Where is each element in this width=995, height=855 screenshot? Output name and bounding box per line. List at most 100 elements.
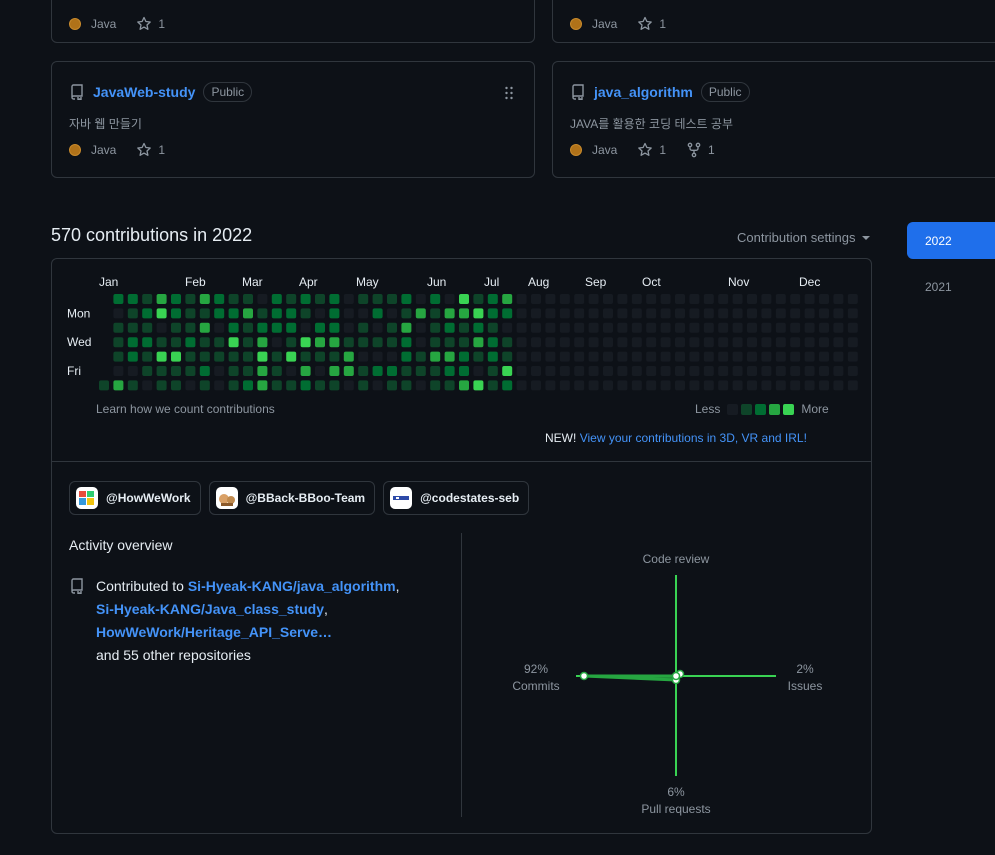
contribution-day-cell[interactable] (819, 322, 829, 333)
contribution-day-cell[interactable] (243, 366, 253, 376)
contribution-day-cell[interactable] (775, 322, 786, 333)
contribution-day-cell[interactable] (214, 337, 225, 348)
contribution-day-cell[interactable] (271, 308, 282, 319)
contribution-day-cell[interactable] (617, 337, 628, 348)
contribution-day-cell[interactable] (487, 294, 498, 304)
contribution-day-cell[interactable] (199, 322, 210, 333)
contribution-day-cell[interactable] (502, 294, 513, 304)
contribution-day-cell[interactable] (502, 351, 513, 362)
contribution-day-cell[interactable] (847, 351, 858, 362)
contribution-day-cell[interactable] (473, 366, 484, 376)
contribution-day-cell[interactable] (531, 308, 541, 319)
contribution-day-cell[interactable] (531, 294, 541, 304)
contribution-day-cell[interactable] (243, 294, 253, 304)
contribution-day-cell[interactable] (617, 380, 628, 391)
contribution-day-cell[interactable] (243, 380, 253, 391)
stars-link[interactable]: 1 (637, 142, 666, 158)
contribution-day-cell[interactable] (171, 337, 181, 348)
drag-handle-icon[interactable] (504, 86, 514, 100)
contribution-day-cell[interactable] (343, 337, 354, 348)
contribution-day-cell[interactable] (775, 366, 786, 376)
contribution-day-cell[interactable] (675, 322, 685, 333)
contribution-day-cell[interactable] (847, 308, 858, 319)
contribution-day-cell[interactable] (675, 294, 685, 304)
contribution-day-cell[interactable] (257, 294, 268, 304)
contribution-day-cell[interactable] (819, 380, 829, 391)
contribution-day-cell[interactable] (156, 366, 167, 376)
contribution-day-cell[interactable] (761, 366, 772, 376)
contribution-day-cell[interactable] (329, 366, 340, 376)
contribution-day-cell[interactable] (545, 366, 556, 376)
contribution-day-cell[interactable] (559, 351, 570, 362)
contribution-day-cell[interactable] (444, 351, 455, 362)
contribution-day-cell[interactable] (243, 337, 253, 348)
contribution-day-cell[interactable] (747, 294, 757, 304)
contribution-day-cell[interactable] (747, 380, 757, 391)
contribution-day-cell[interactable] (415, 366, 426, 376)
stars-link[interactable]: 1 (136, 142, 165, 158)
contribution-day-cell[interactable] (185, 366, 196, 376)
contribution-day-cell[interactable] (703, 337, 714, 348)
contribution-day-cell[interactable] (171, 351, 181, 362)
contribution-day-cell[interactable] (300, 366, 311, 376)
contribution-day-cell[interactable] (689, 322, 700, 333)
contribution-day-cell[interactable] (516, 308, 527, 319)
contribution-day-cell[interactable] (415, 294, 426, 304)
contribution-day-cell[interactable] (372, 351, 383, 362)
contribution-day-cell[interactable] (127, 322, 138, 333)
contribution-day-cell[interactable] (430, 366, 441, 376)
contribution-day-cell[interactable] (228, 294, 239, 304)
contribution-day-cell[interactable] (228, 322, 239, 333)
contribution-day-cell[interactable] (502, 366, 513, 376)
contribution-day-cell[interactable] (415, 380, 426, 391)
contribution-day-cell[interactable] (833, 294, 844, 304)
contribution-day-cell[interactable] (675, 337, 685, 348)
contribution-day-cell[interactable] (358, 294, 369, 304)
contribution-day-cell[interactable] (574, 294, 585, 304)
contribution-day-cell[interactable] (243, 322, 253, 333)
forks-link[interactable]: 1 (686, 142, 715, 158)
contribution-day-cell[interactable] (127, 366, 138, 376)
contribution-day-cell[interactable] (171, 294, 181, 304)
contribution-day-cell[interactable] (631, 322, 642, 333)
contribution-day-cell[interactable] (444, 308, 455, 319)
contribution-day-cell[interactable] (660, 351, 671, 362)
contribution-day-cell[interactable] (315, 337, 325, 348)
contribution-day-cell[interactable] (315, 308, 325, 319)
contribution-day-cell[interactable] (142, 366, 153, 376)
contribution-day-cell[interactable] (545, 294, 556, 304)
contribution-day-cell[interactable] (603, 308, 613, 319)
contribution-day-cell[interactable] (732, 337, 743, 348)
contribution-day-cell[interactable] (660, 337, 671, 348)
contribution-day-cell[interactable] (127, 308, 138, 319)
contribution-day-cell[interactable] (271, 351, 282, 362)
contribution-day-cell[interactable] (156, 322, 167, 333)
contribution-day-cell[interactable] (358, 308, 369, 319)
contribution-day-cell[interactable] (156, 337, 167, 348)
contribution-day-cell[interactable] (199, 351, 210, 362)
contribution-day-cell[interactable] (156, 351, 167, 362)
contribution-day-cell[interactable] (545, 351, 556, 362)
contribution-day-cell[interactable] (703, 380, 714, 391)
contribution-day-cell[interactable] (790, 308, 801, 319)
contribution-day-cell[interactable] (171, 308, 181, 319)
contribution-day-cell[interactable] (286, 351, 297, 362)
repo-name-link[interactable]: JavaWeb-study (93, 84, 196, 100)
contribution-day-cell[interactable] (487, 366, 498, 376)
contribution-day-cell[interactable] (819, 337, 829, 348)
contribution-day-cell[interactable] (588, 380, 599, 391)
contribution-day-cell[interactable] (804, 337, 815, 348)
contribution-day-cell[interactable] (703, 294, 714, 304)
contribution-day-cell[interactable] (171, 366, 181, 376)
contribution-day-cell[interactable] (804, 380, 815, 391)
contribution-day-cell[interactable] (646, 380, 657, 391)
contribution-day-cell[interactable] (430, 322, 441, 333)
contribution-day-cell[interactable] (343, 380, 354, 391)
contribution-day-cell[interactable] (675, 351, 685, 362)
contribution-day-cell[interactable] (473, 380, 484, 391)
contribution-day-cell[interactable] (343, 366, 354, 376)
contribution-day-cell[interactable] (761, 322, 772, 333)
contribution-day-cell[interactable] (646, 337, 657, 348)
contribution-day-cell[interactable] (199, 366, 210, 376)
contribution-day-cell[interactable] (372, 322, 383, 333)
